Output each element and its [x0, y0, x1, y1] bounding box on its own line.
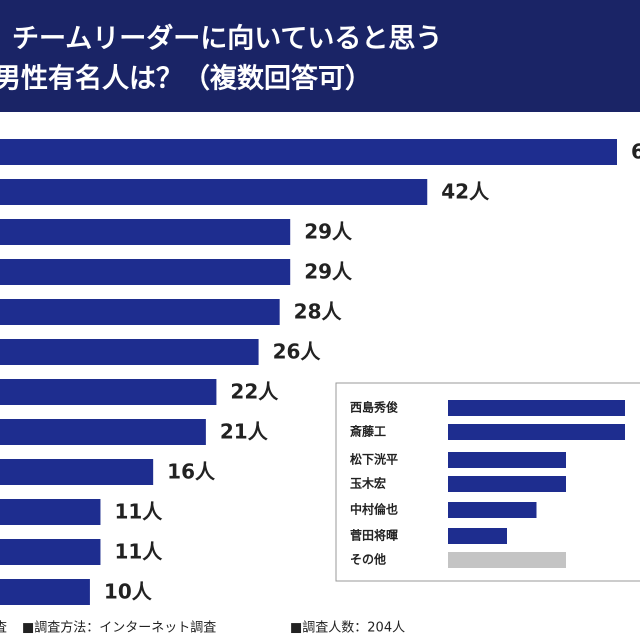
value-label: 11人: [114, 540, 163, 564]
value-label: 28人: [294, 300, 343, 324]
inset-bar: [448, 400, 625, 416]
bar: [0, 419, 206, 445]
inset-bar: [448, 476, 566, 492]
bar: [0, 139, 617, 165]
title-line: 男性有名人は？（複数回答可）: [0, 63, 372, 95]
value-label: 21人: [220, 420, 269, 444]
bar: [0, 299, 280, 325]
inset-bar: [448, 424, 625, 440]
bar: [0, 259, 291, 285]
value-label: 60人: [631, 140, 640, 164]
bar: [0, 339, 259, 365]
inset-name: 斎藤工: [350, 424, 386, 439]
value-label: 16人: [167, 460, 216, 484]
bar: [0, 219, 291, 245]
bar: [0, 459, 154, 485]
value-label: 29人: [304, 220, 353, 244]
inset-name: 中村倫也: [350, 502, 398, 517]
inset-name: 菅田将暉: [350, 528, 398, 543]
value-label: 42人: [441, 180, 490, 204]
footer-text: ■調査人数：204人: [290, 621, 405, 636]
value-label: 10人: [104, 580, 153, 604]
bar: [0, 499, 101, 525]
value-label: 11人: [114, 500, 163, 524]
inset-name: その他: [350, 552, 386, 567]
inset-name: 松下洸平: [350, 452, 398, 467]
inset-name: 玉木宏: [350, 476, 386, 491]
bar: [0, 579, 90, 605]
title-band: [0, 0, 640, 112]
bar: [0, 179, 428, 205]
bar: [0, 379, 217, 405]
footer-text: 査: [0, 621, 7, 636]
inset-bar: [448, 502, 537, 518]
inset-bar: [448, 528, 507, 544]
value-label: 22人: [230, 380, 279, 404]
inset-bar: [448, 452, 566, 468]
inset-bar: [448, 552, 566, 568]
title-line: チームリーダーに向いていると思う: [12, 23, 442, 55]
value-label: 26人: [273, 340, 322, 364]
bar: [0, 539, 101, 565]
footer-text: ■調査方法：インターネット調査: [22, 620, 216, 636]
inset-name: 西島秀俊: [350, 400, 398, 415]
value-label: 29人: [304, 260, 353, 284]
